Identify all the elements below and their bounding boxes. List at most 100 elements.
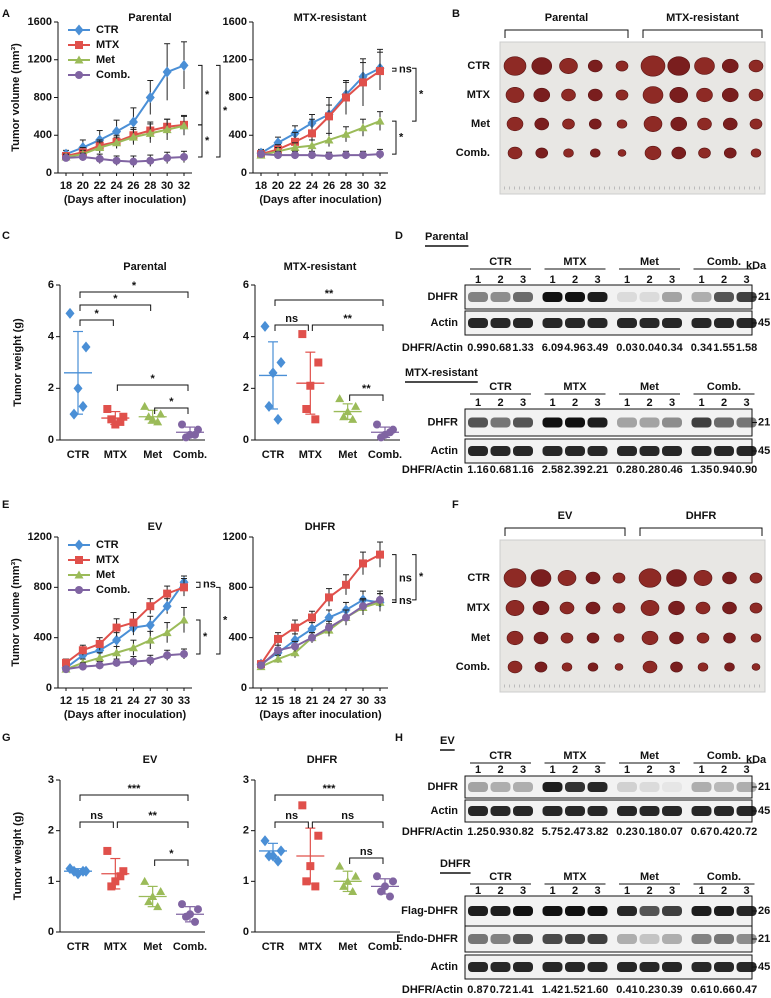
data-point xyxy=(274,151,282,160)
data-point xyxy=(119,867,128,876)
data-point xyxy=(291,623,299,632)
data-point xyxy=(273,413,283,425)
blot-band xyxy=(617,417,637,428)
data-point xyxy=(376,150,384,159)
blot-band xyxy=(714,417,734,428)
ratio-value: 2.58 xyxy=(542,464,563,476)
significance-bracket xyxy=(154,407,189,414)
y-tick-label: 400 xyxy=(34,129,52,141)
legend-marker xyxy=(75,71,83,79)
kda-marker: 45 xyxy=(758,805,770,817)
blot-band xyxy=(691,446,712,456)
data-point xyxy=(179,59,189,71)
group-label: Met xyxy=(640,871,659,883)
tumor-photo xyxy=(644,145,662,161)
data-point xyxy=(308,129,316,138)
lane-label: 3 xyxy=(594,274,600,286)
blot-title: EV xyxy=(440,735,455,747)
legend-marker xyxy=(74,24,84,36)
ratio-value: 6.09 xyxy=(542,342,563,354)
blot-band xyxy=(662,417,682,428)
x-tick-label: 12 xyxy=(255,695,267,707)
x-tick-label: 24 xyxy=(110,180,123,192)
tumor-photo xyxy=(693,570,713,586)
ratio-value: 5.75 xyxy=(542,826,563,838)
tumor-photo xyxy=(615,60,629,72)
legend-label: CTR xyxy=(96,24,119,36)
y-axis-label: Tumor weight (g) xyxy=(12,811,24,900)
blot-band xyxy=(639,962,660,972)
group-label: EV xyxy=(558,510,573,522)
tumor-photo xyxy=(557,570,577,586)
significance-label: * xyxy=(95,308,100,320)
blot-band xyxy=(565,446,585,456)
blot-band xyxy=(468,906,488,916)
panel-letter: C xyxy=(2,230,10,242)
blot-band xyxy=(468,806,488,816)
y-tick-label: 0 xyxy=(241,167,247,179)
significance-label: ** xyxy=(362,383,371,395)
blot-band xyxy=(639,806,660,816)
tumor-photo xyxy=(559,58,578,74)
data-point xyxy=(146,156,155,165)
significance-label: ns xyxy=(285,810,298,822)
blot-band xyxy=(691,806,712,816)
data-point xyxy=(162,628,172,637)
blot-band xyxy=(639,446,660,456)
lane-label: 1 xyxy=(475,397,481,409)
y-tick-label: 1 xyxy=(243,875,249,887)
tumor-photo xyxy=(643,116,663,132)
tumor-photo xyxy=(696,632,710,644)
significance-label: * xyxy=(399,132,404,144)
lane-label: 2 xyxy=(497,274,503,286)
ratio-value: 0.66 xyxy=(713,984,734,996)
panel-letter: H xyxy=(395,732,403,744)
blot-band xyxy=(513,962,533,972)
data-point xyxy=(307,623,317,635)
lane-label: 3 xyxy=(520,885,526,897)
blot-band xyxy=(542,446,563,456)
ratio-value: 0.39 xyxy=(661,984,682,996)
row-label: MTX xyxy=(467,89,491,101)
data-point xyxy=(156,886,166,895)
x-tick-label: Comb. xyxy=(368,449,402,461)
blot-band xyxy=(662,782,682,792)
data-point xyxy=(179,121,189,130)
blot-band xyxy=(714,782,734,792)
group-bracket xyxy=(504,527,626,536)
significance-bracket xyxy=(116,384,189,391)
significance-bracket xyxy=(198,124,203,158)
group-label: CTR xyxy=(489,871,512,883)
data-point xyxy=(62,658,70,667)
significance-label: ** xyxy=(325,288,334,300)
blot-band xyxy=(736,806,757,816)
tumor-photo xyxy=(503,568,527,588)
data-point xyxy=(335,394,345,403)
panel-letter: G xyxy=(2,732,11,744)
tumor-photo xyxy=(503,56,527,76)
tumor-photo xyxy=(534,117,550,131)
data-point xyxy=(178,420,186,429)
data-point xyxy=(103,846,112,855)
blot-band xyxy=(542,417,563,428)
y-axis-label: Tumor weight (g) xyxy=(12,318,24,407)
y-tick-label: 0 xyxy=(46,682,52,694)
blot-band xyxy=(587,417,608,428)
x-tick-label: 28 xyxy=(144,180,156,192)
data-point xyxy=(257,661,265,670)
blot-band xyxy=(468,934,488,944)
lane-label: 2 xyxy=(721,764,727,776)
lane-label: 2 xyxy=(572,274,578,286)
significance-bracket xyxy=(216,586,221,655)
data-point xyxy=(359,78,367,87)
significance-bracket xyxy=(349,394,384,401)
x-tick-label: 32 xyxy=(374,180,386,192)
data-point xyxy=(257,150,265,159)
legend-label: Comb. xyxy=(96,69,130,81)
blot-band xyxy=(587,292,608,302)
significance-bracket xyxy=(392,599,397,603)
y-tick-label: 0 xyxy=(46,167,52,179)
y-tick-label: 0 xyxy=(241,682,247,694)
ratio-value: 1.42 xyxy=(542,984,563,996)
significance-bracket xyxy=(274,821,309,828)
